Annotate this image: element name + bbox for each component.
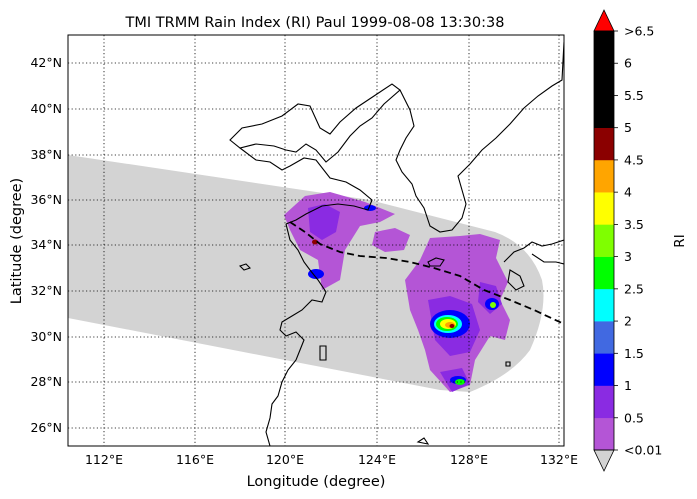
colorbar-segment [594, 321, 614, 354]
x-axis-label: Longitude (degree) [247, 474, 386, 490]
colorbar-ticks: <0.01 0.5 1 1.5 2 2.5 3 3.5 4 4.5 5 5.5 6 >6.5 [614, 24, 662, 458]
colorbar-tick-label: 3.5 [624, 217, 644, 232]
colorbar-segments [594, 31, 614, 451]
colorbar: <0.01 0.5 1 1.5 2 2.5 3 3.5 4 4.5 5 5.5 6 >6.5 RI [593, 9, 688, 472]
coastline-japan-honshu [531, 253, 564, 265]
y-axis-ticks: 26°N 28°N 30°N 32°N 34°N 36°N 38°N 40°N … [30, 55, 62, 435]
rain-core-blue [308, 269, 324, 279]
y-tick-label: 32°N [30, 283, 62, 298]
coastline-bohai [229, 83, 401, 163]
colorbar-segment [594, 288, 614, 322]
colorbar-segment [594, 192, 614, 225]
rain-core-darkred [312, 239, 318, 245]
x-tick-label: 128°E [450, 452, 488, 467]
coastline-island [416, 437, 430, 445]
coastline-island [238, 263, 252, 271]
colorbar-tick-label: 2 [624, 314, 632, 329]
colorbar-segment [594, 385, 614, 419]
y-tick-label: 26°N [30, 420, 62, 435]
colorbar-tick-label: <0.01 [624, 443, 662, 458]
rain-area-purple [308, 204, 340, 240]
coastline-taiwan [319, 345, 327, 361]
coastline-japan-kyushu [503, 239, 564, 263]
y-tick-label: 40°N [30, 101, 62, 116]
colorbar-segment [594, 63, 614, 96]
colorbar-tick-label: 6 [624, 56, 632, 71]
coastline-east-china [265, 223, 327, 446]
colorbar-over-arrow [593, 9, 615, 32]
colorbar-tick-label: 0.5 [624, 410, 644, 425]
rain-core-darkred [449, 324, 455, 328]
colorbar-segment [594, 159, 614, 193]
colorbar-segment [594, 353, 614, 386]
x-tick-label: 120°E [266, 452, 304, 467]
colorbar-label: RI [672, 234, 688, 247]
colorbar-frame [593, 30, 615, 451]
plot-frame [67, 34, 565, 447]
colorbar-tick-label: 4.5 [624, 152, 644, 167]
colorbar-tick-label: >6.5 [624, 24, 654, 39]
colorbar-segment [594, 256, 614, 290]
colorbar-tick-label: 1 [624, 378, 632, 393]
rain-core-green [455, 379, 465, 385]
rain-area-violet [372, 228, 410, 252]
coastline-island [505, 361, 511, 367]
y-tick-label: 28°N [30, 374, 62, 389]
x-tick-label: 112°E [85, 452, 123, 467]
coastlines [229, 41, 564, 446]
colorbar-segment [594, 417, 614, 451]
colorbar-segment [594, 224, 614, 257]
x-tick-label: 116°E [176, 452, 214, 467]
coastline-japan-shikoku [507, 269, 525, 291]
map-panel [68, 35, 564, 446]
y-tick-label: 34°N [30, 237, 62, 252]
x-tick-label: 132°E [540, 452, 578, 467]
colorbar-tick-label: 5.5 [624, 88, 644, 103]
colorbar-segment [594, 127, 614, 161]
colorbar-segment [594, 31, 614, 64]
coastline-korea [395, 41, 564, 233]
y-tick-label: 38°N [30, 147, 62, 162]
colorbar-under-arrow [593, 449, 615, 472]
coastline-shandong [239, 147, 373, 225]
colorbar-segment [594, 95, 614, 128]
colorbar-tick-label: 2.5 [624, 281, 644, 296]
chart-title: TMI TRMM Rain Index (RI) Paul 1999-08-08… [125, 15, 505, 31]
y-axis-label: Latitude (degree) [9, 178, 25, 304]
coastline-jeju [427, 257, 445, 267]
graticule [68, 35, 564, 446]
x-axis-ticks: 112°E 116°E 120°E 124°E 128°E 132°E [85, 452, 578, 467]
x-tick-label: 124°E [358, 452, 396, 467]
colorbar-tick-label: 4 [624, 185, 632, 200]
y-tick-label: 30°N [30, 329, 62, 344]
colorbar-tick-label: 3 [624, 249, 632, 264]
y-tick-label: 36°N [30, 192, 62, 207]
typhoon-track [289, 221, 564, 325]
colorbar-tick-label: 1.5 [624, 346, 644, 361]
colorbar-tick-label: 5 [624, 120, 632, 135]
y-tick-label: 42°N [30, 55, 62, 70]
rain-core-green [490, 302, 496, 308]
